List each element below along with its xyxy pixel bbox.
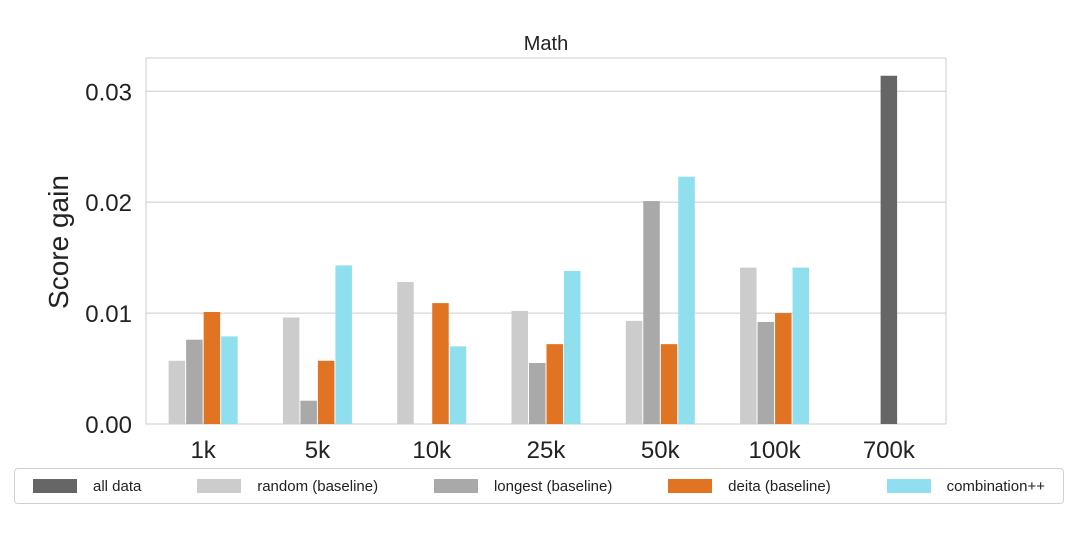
bar-random-baseline--10k (397, 282, 414, 424)
bar-deita-baseline--50k (660, 344, 678, 424)
legend: all data random (baseline) longest (baseli… (14, 468, 1064, 504)
bar-combination--50k (678, 176, 695, 424)
legend-label: deita (baseline) (728, 477, 831, 495)
x-tick-label: 50k (641, 437, 681, 464)
bar-longest-baseline--5k (300, 400, 317, 424)
legend-item: random (baseline) (197, 478, 378, 495)
legend-label: longest (baseline) (493, 477, 613, 495)
legend-swatch (668, 479, 713, 493)
bar-longest-baseline--1k (186, 339, 203, 424)
legend-item: deita (baseline) (668, 478, 831, 495)
chart-title: Math (524, 33, 568, 55)
bar-longest-baseline--50k (643, 201, 660, 424)
x-tick-label: 5k (305, 437, 331, 464)
bar-random-baseline--1k (168, 360, 186, 424)
x-tick-label: 25k (527, 437, 567, 464)
legend-label: random (baseline) (257, 477, 379, 495)
bar-random-baseline--50k (625, 320, 643, 424)
bar-deita-baseline--10k (432, 303, 449, 424)
legend-swatch (197, 479, 242, 493)
bar-longest-baseline--100k (757, 321, 775, 424)
bars (168, 75, 898, 424)
bar-combination--10k (449, 346, 467, 424)
x-tick-label: 700k (863, 437, 916, 464)
bar-combination--1k (221, 336, 238, 424)
legend-label: all data (93, 477, 142, 495)
legend-item: combination++ (886, 477, 1045, 495)
legend-item: all data (33, 478, 141, 495)
bar-deita-baseline--5k (317, 360, 335, 424)
y-axis-label: Score gain (43, 175, 74, 309)
y-tick-label: 0.00 (85, 412, 132, 439)
legend-swatch (886, 479, 931, 493)
x-tick-label: 100k (749, 437, 802, 464)
bar-combination--25k (564, 270, 581, 424)
bar-all-data-700k (880, 75, 898, 424)
bar-combination--5k (335, 265, 352, 424)
x-ticks: 1k 5k 10k 25k 50k 100k 700k (190, 437, 915, 464)
legend-item: longest (baseline) (433, 477, 613, 495)
bar-deita-baseline--1k (203, 311, 221, 424)
y-tick-label: 0.02 (85, 190, 132, 217)
bar-deita-baseline--25k (546, 344, 563, 424)
y-ticks: 0.00 0.01 0.02 0.03 (85, 79, 132, 439)
bar-longest-baseline--25k (529, 363, 546, 424)
x-tick-label: 10k (412, 437, 452, 464)
x-tick-label: 1k (190, 437, 216, 464)
plot-frame (145, 57, 947, 425)
y-tick-label: 0.01 (85, 301, 132, 328)
bar-random-baseline--25k (511, 310, 528, 424)
legend-label: combination++ (946, 477, 1045, 495)
legend-swatch (33, 479, 77, 493)
bar-deita-baseline--100k (775, 313, 792, 424)
bar-random-baseline--100k (740, 267, 757, 424)
legend-swatch (433, 479, 478, 493)
y-tick-label: 0.03 (85, 79, 132, 106)
grid-lines (146, 90, 946, 425)
bar-random-baseline--5k (282, 317, 300, 424)
bar-combination--100k (792, 267, 810, 424)
